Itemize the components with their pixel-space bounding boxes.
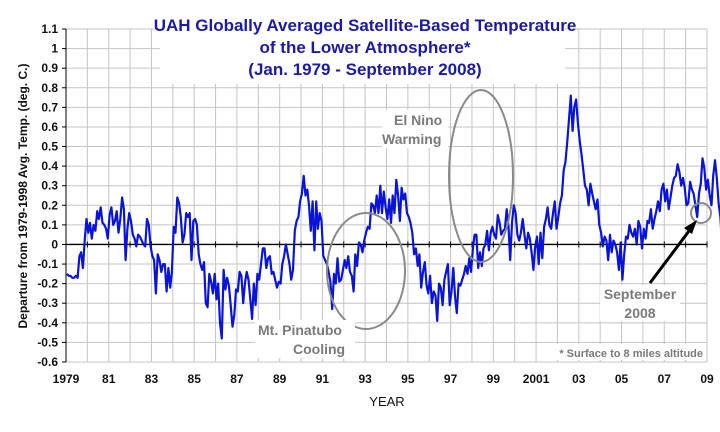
pinatubo-ellipse: [326, 212, 406, 330]
september-2008-arrowhead-icon: [684, 220, 697, 234]
x-axis-label: YEAR: [369, 394, 404, 409]
pinatubo-label-backdrop: [255, 320, 355, 358]
chart-title-line-1: UAH Globally Averaged Satellite-Based Te…: [154, 16, 577, 35]
y-tick-label: 0.6: [41, 120, 58, 134]
x-tick-label: 07: [658, 372, 672, 386]
x-tick-label: 1979: [53, 372, 80, 386]
y-tick-label: -0.2: [37, 277, 58, 291]
y-axis-ticks: 1.1 1 0.9 0.8 0.7 0.6 0.5 0.4 0.3 0.2 0.1 0 -0.1 -0.2…: [37, 22, 66, 369]
x-tick-label: 85: [188, 372, 202, 386]
september-label-line-2: 2008: [624, 305, 655, 321]
y-tick-label: 0.4: [41, 159, 58, 173]
y-tick-label: 1.1: [41, 22, 58, 36]
y-tick-label: -0.5: [37, 335, 58, 349]
september-label-backdrop: [600, 285, 680, 321]
y-tick-label: 0.3: [41, 179, 58, 193]
chart-title-line-3: (Jan. 1979 - September 2008): [248, 60, 481, 79]
x-axis-ticks: 1979 81 83 85 87 89 91 93 95 97 99 2001 03 05 07 09: [53, 372, 714, 386]
x-tick-label: 03: [572, 372, 586, 386]
x-tick-label: 97: [444, 372, 458, 386]
september-2008-circle: [690, 202, 712, 224]
series-line-temperature: [66, 94, 720, 340]
x-tick-label: 81: [102, 372, 116, 386]
y-tick-label: 1: [51, 42, 58, 56]
x-tick-label: 09: [700, 372, 714, 386]
y-tick-label: 0.8: [41, 81, 58, 95]
y-tick-label: 0.5: [41, 140, 58, 154]
x-tick-label: 99: [487, 372, 501, 386]
x-tick-label: 95: [401, 372, 415, 386]
footnote-altitude: * Surface to 8 miles altitude: [559, 348, 703, 360]
el-nino-ellipse: [448, 89, 514, 263]
y-tick-label: -0.1: [37, 257, 58, 271]
y-tick-label: -0.4: [37, 316, 58, 330]
pinatubo-label-line-2: Cooling: [293, 341, 345, 357]
el-nino-label-line-1: El Nino: [394, 112, 442, 128]
y-tick-label: 0.1: [41, 218, 58, 232]
y-tick-label: -0.6: [37, 355, 58, 369]
y-axis-label: Departure from 1979-1998 Avg. Temp. (deg…: [16, 64, 30, 329]
x-tick-label: 87: [230, 372, 244, 386]
y-tick-label: -0.3: [37, 296, 58, 310]
y-tick-label: 0.9: [41, 61, 58, 75]
y-tick-label: 0: [51, 237, 58, 251]
x-tick-label: 89: [273, 372, 287, 386]
september-2008-arrow-shaft: [648, 226, 694, 284]
x-tick-label: 05: [615, 372, 629, 386]
el-nino-label-line-2: Warming: [382, 131, 441, 147]
el-nino-label-backdrop: [382, 110, 448, 148]
footnote-backdrop: [543, 344, 706, 360]
x-tick-label: 93: [358, 372, 372, 386]
pinatubo-label-line-1: Mt. Pinatubo: [258, 322, 342, 338]
x-tick-label: 91: [316, 372, 330, 386]
y-tick-label: 0.2: [41, 198, 58, 212]
title-backdrop: [160, 12, 565, 84]
x-tick-label: 2001: [523, 372, 550, 386]
chart-title-line-2: of the Lower Atmosphere*: [260, 38, 471, 57]
x-tick-label: 83: [145, 372, 159, 386]
september-label-line-1: September: [604, 286, 677, 302]
y-tick-label: 0.7: [41, 100, 58, 114]
